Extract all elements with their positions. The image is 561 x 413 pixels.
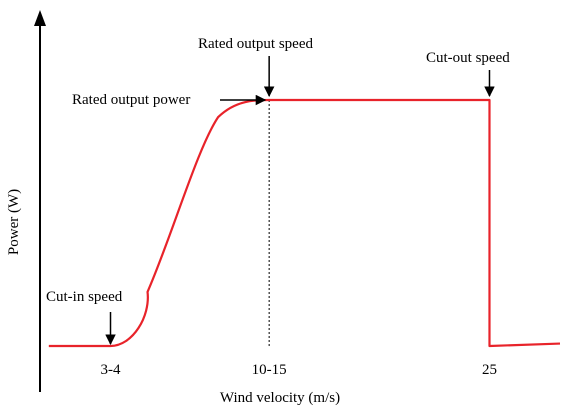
cut-in-label: Cut-in speed [46, 289, 123, 305]
x-tick-label-cut-in: 3-4 [101, 362, 121, 378]
y-axis-label: Power (W) [6, 189, 22, 255]
power-curve-line [48, 98, 561, 348]
y-axis-arrow-icon [34, 10, 46, 26]
x-tick-label-cut-out: 25 [482, 362, 497, 378]
cut-out-label: Cut-out speed [426, 50, 510, 66]
rated-speed-label: Rated output speed [198, 36, 313, 52]
x-axis-label: Wind velocity (m/s) [220, 390, 340, 406]
rated-power-label: Rated output power [72, 92, 190, 108]
x-tick-label-rated: 10-15 [252, 362, 287, 378]
